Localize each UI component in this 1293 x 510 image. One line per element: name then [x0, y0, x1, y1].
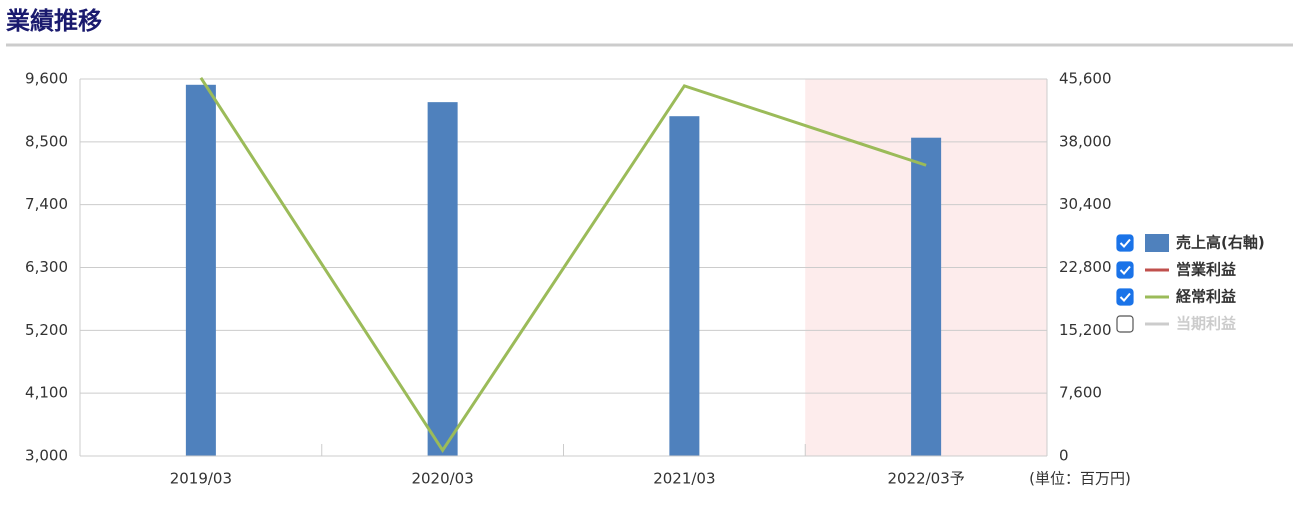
y2-tick-label: 15,200: [1059, 321, 1112, 339]
y-tick-label: 8,500: [25, 132, 68, 150]
y-tick-label: 7,400: [25, 195, 68, 213]
bar: [427, 102, 458, 457]
y-tick-label: 6,300: [25, 258, 68, 276]
line: [199, 77, 927, 454]
y2-tick-label: 38,000: [1059, 132, 1112, 150]
bar: [185, 84, 216, 456]
checkmark: [1119, 265, 1131, 275]
chart-title: 業績推移: [6, 7, 102, 35]
y2-tick-label: 7,600: [1059, 384, 1102, 402]
bar: [669, 116, 700, 456]
unit-note: (単位：百万円): [1029, 470, 1131, 488]
bar: [911, 137, 942, 456]
legend-label[interactable]: 売上高(右軸): [1176, 234, 1265, 252]
x-tick-label: 2022/03予: [887, 470, 964, 488]
y-tick-label: 5,200: [25, 321, 68, 339]
y2-tick-label: 30,400: [1059, 195, 1112, 213]
x-tick-label: 2021/03: [653, 470, 715, 488]
legend-checkbox[interactable]: [1116, 234, 1134, 252]
legend-label[interactable]: 当期利益: [1176, 315, 1236, 333]
y2-tick-label: 22,800: [1059, 258, 1112, 276]
y-tick-label: 4,100: [25, 384, 68, 402]
y2-tick-label: 0: [1059, 447, 1069, 465]
checkmark: [1119, 292, 1131, 302]
y-tick-label: 3,000: [25, 447, 68, 465]
x-tick-label: 2019/03: [170, 470, 232, 488]
legend-label[interactable]: 経常利益: [1176, 288, 1236, 306]
legend-swatch: [1145, 234, 1169, 252]
legend-checkbox[interactable]: [1116, 315, 1134, 333]
legend-checkbox[interactable]: [1116, 288, 1134, 306]
legend-checkbox[interactable]: [1116, 261, 1134, 279]
y-tick-label: 9,600: [25, 70, 68, 88]
checkmark: [1119, 238, 1131, 248]
y2-tick-label: 45,600: [1059, 70, 1112, 88]
x-tick-label: 2020/03: [411, 470, 473, 488]
legend-label[interactable]: 営業利益: [1176, 261, 1236, 279]
